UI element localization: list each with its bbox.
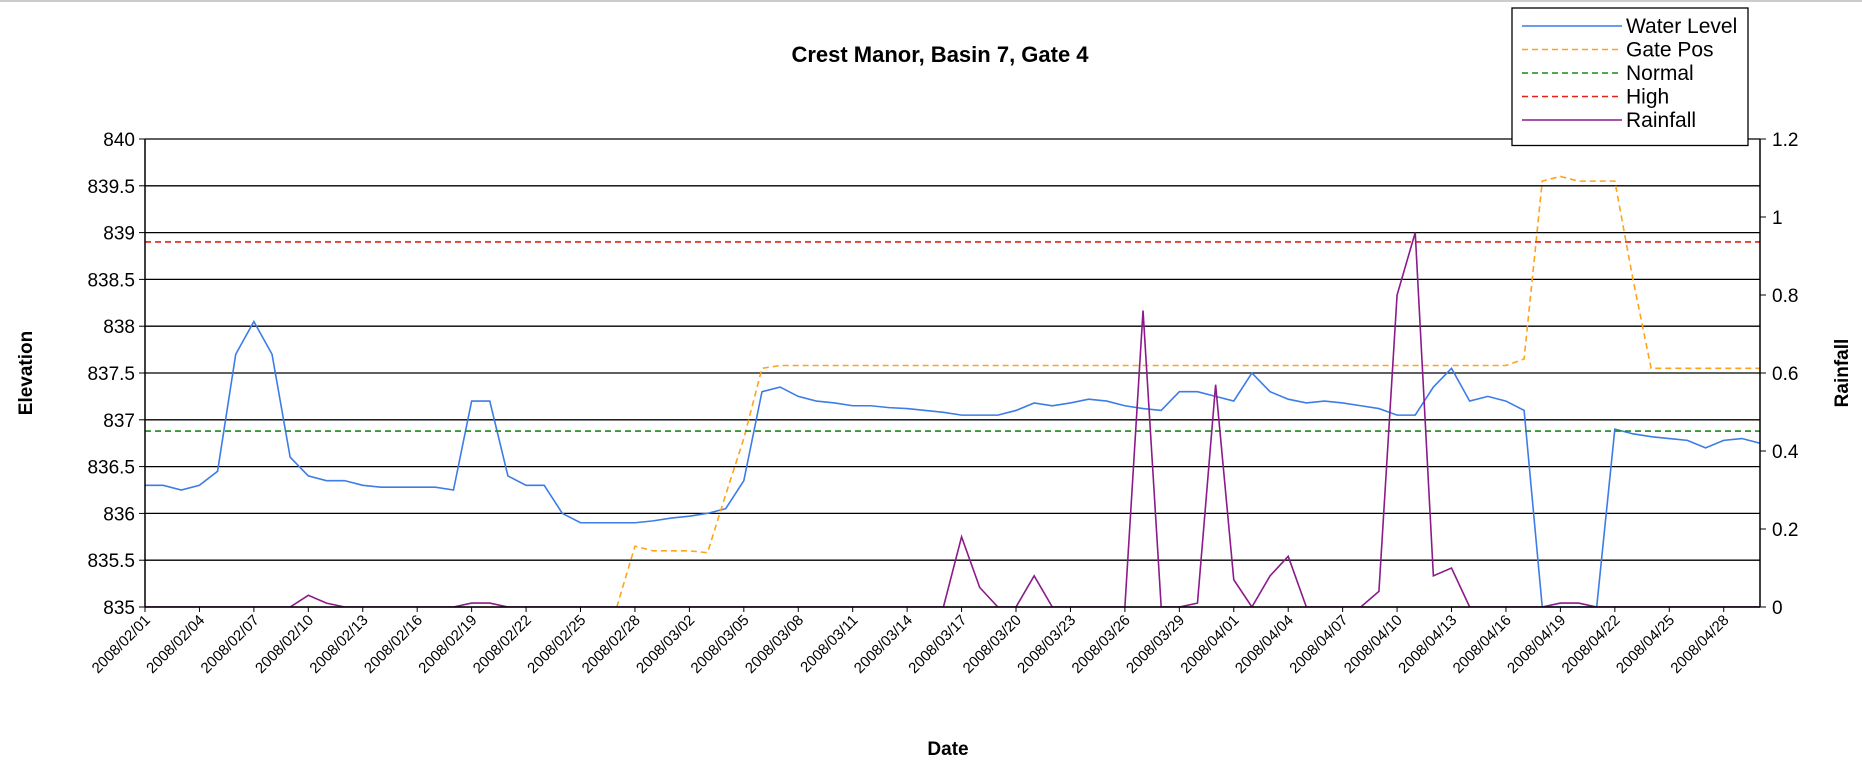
y-tick-label: 839 <box>103 224 135 245</box>
legend-label: Rainfall <box>1626 109 1696 132</box>
plot-lines <box>145 175 1760 607</box>
y2-tick-label: 0.8 <box>1772 286 1798 307</box>
legend-label: Normal <box>1626 62 1694 85</box>
y-tick-label: 840 <box>103 130 135 151</box>
y-tick-label: 837.5 <box>87 364 135 385</box>
y-tick-label: 837 <box>103 411 135 432</box>
series-line <box>145 319 1760 607</box>
y2-tick-label: 1.2 <box>1772 130 1798 151</box>
y-tick-label: 836.5 <box>87 458 135 479</box>
y2-axis-title: Rainfall <box>1832 339 1853 408</box>
y2-tick-label: 0.2 <box>1772 520 1798 541</box>
series-line <box>145 232 1760 607</box>
legend-label: Gate Pos <box>1626 39 1714 62</box>
y-tick-label: 835.5 <box>87 551 135 572</box>
grid <box>144 138 1761 608</box>
legend-label: Water Level <box>1626 15 1737 38</box>
y2-tick-label: 0 <box>1772 598 1783 619</box>
x-axis-title: Date <box>927 739 968 760</box>
y-tick-label: 835 <box>103 598 135 619</box>
y-tick-label: 839.5 <box>87 177 135 198</box>
y2-tick-label: 0.4 <box>1772 442 1799 463</box>
y2-tick-label: 1 <box>1772 208 1783 229</box>
y-axis-title: Elevation <box>16 331 37 415</box>
series-line <box>616 175 1760 607</box>
legend-box <box>1511 7 1749 147</box>
y-tick-label: 838 <box>103 317 135 338</box>
legend-label: High <box>1626 86 1669 109</box>
y2-tick-label: 0.6 <box>1772 364 1798 385</box>
y-tick-label: 838.5 <box>87 270 135 291</box>
chart-title: Crest Manor, Basin 7, Gate 4 <box>791 42 1089 67</box>
y-tick-label: 836 <box>103 504 135 525</box>
